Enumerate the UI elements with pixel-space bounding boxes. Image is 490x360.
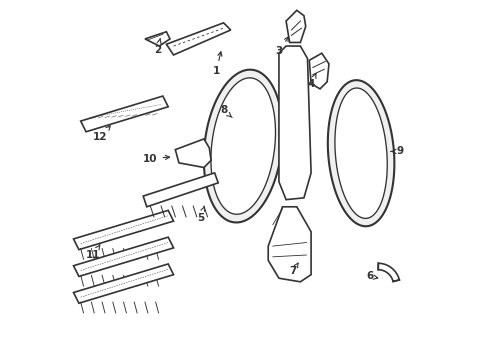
Polygon shape <box>145 32 170 46</box>
Polygon shape <box>335 88 387 219</box>
Polygon shape <box>268 207 311 282</box>
Polygon shape <box>74 264 173 303</box>
Polygon shape <box>309 53 329 89</box>
Polygon shape <box>204 70 283 222</box>
Text: 5: 5 <box>196 207 205 222</box>
Text: 3: 3 <box>275 37 289 57</box>
Text: 12: 12 <box>93 126 110 142</box>
Polygon shape <box>279 46 311 200</box>
Text: 11: 11 <box>86 245 100 260</box>
Polygon shape <box>167 23 231 55</box>
Polygon shape <box>378 263 399 282</box>
Polygon shape <box>74 237 173 276</box>
Text: 9: 9 <box>391 147 404 157</box>
Polygon shape <box>286 10 306 42</box>
Text: 6: 6 <box>367 271 378 282</box>
Polygon shape <box>143 173 218 207</box>
Polygon shape <box>328 80 394 226</box>
Text: 10: 10 <box>143 154 170 163</box>
Polygon shape <box>175 139 211 167</box>
Polygon shape <box>211 78 275 214</box>
Polygon shape <box>74 210 173 249</box>
Text: 7: 7 <box>290 263 298 276</box>
Text: 1: 1 <box>213 52 222 76</box>
Text: 2: 2 <box>154 39 161 55</box>
Polygon shape <box>81 96 168 132</box>
Text: 8: 8 <box>220 105 232 117</box>
Text: 4: 4 <box>307 73 316 89</box>
